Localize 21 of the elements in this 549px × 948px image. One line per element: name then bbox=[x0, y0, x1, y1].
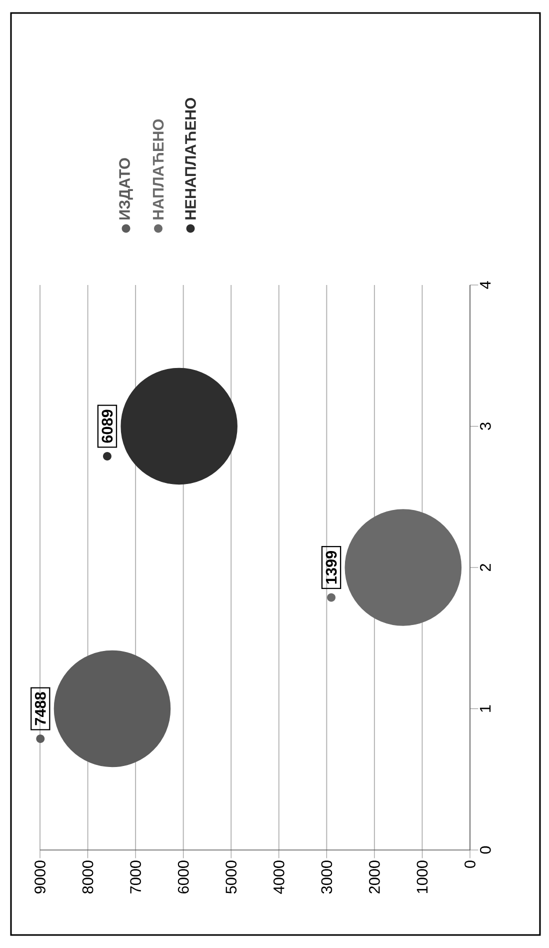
x-tick-label: 7000 bbox=[130, 860, 141, 894]
y-tick-label: 4 bbox=[480, 281, 491, 289]
y-tick-label: 0 bbox=[480, 846, 491, 854]
text: НАПЛАЋЕНО bbox=[152, 119, 164, 220]
x-tick-label: 1000 bbox=[416, 860, 428, 894]
x-tick-label: 8000 bbox=[82, 860, 94, 894]
x-tick-label: 6000 bbox=[178, 860, 189, 894]
annotation: 6089 bbox=[102, 410, 113, 443]
y-tick-label: 2 bbox=[480, 564, 491, 571]
annotation: 7488 bbox=[34, 692, 46, 726]
text: ИЗДАТО bbox=[119, 158, 133, 220]
x-tick-label: 9000 bbox=[34, 860, 46, 894]
y-tick-label: 1 bbox=[480, 705, 491, 712]
x-tick-label: 3000 bbox=[321, 860, 332, 894]
x-tick-label: 2000 bbox=[368, 860, 380, 894]
x-tick-label: 0 bbox=[464, 860, 476, 868]
y-tick-label: 3 bbox=[480, 422, 491, 430]
x-tick-label: 4000 bbox=[273, 860, 284, 894]
x-tick-label: 5000 bbox=[226, 860, 237, 894]
text: НЕНАПЛАЋЕНО bbox=[185, 98, 196, 220]
annotation: 1399 bbox=[326, 550, 337, 584]
